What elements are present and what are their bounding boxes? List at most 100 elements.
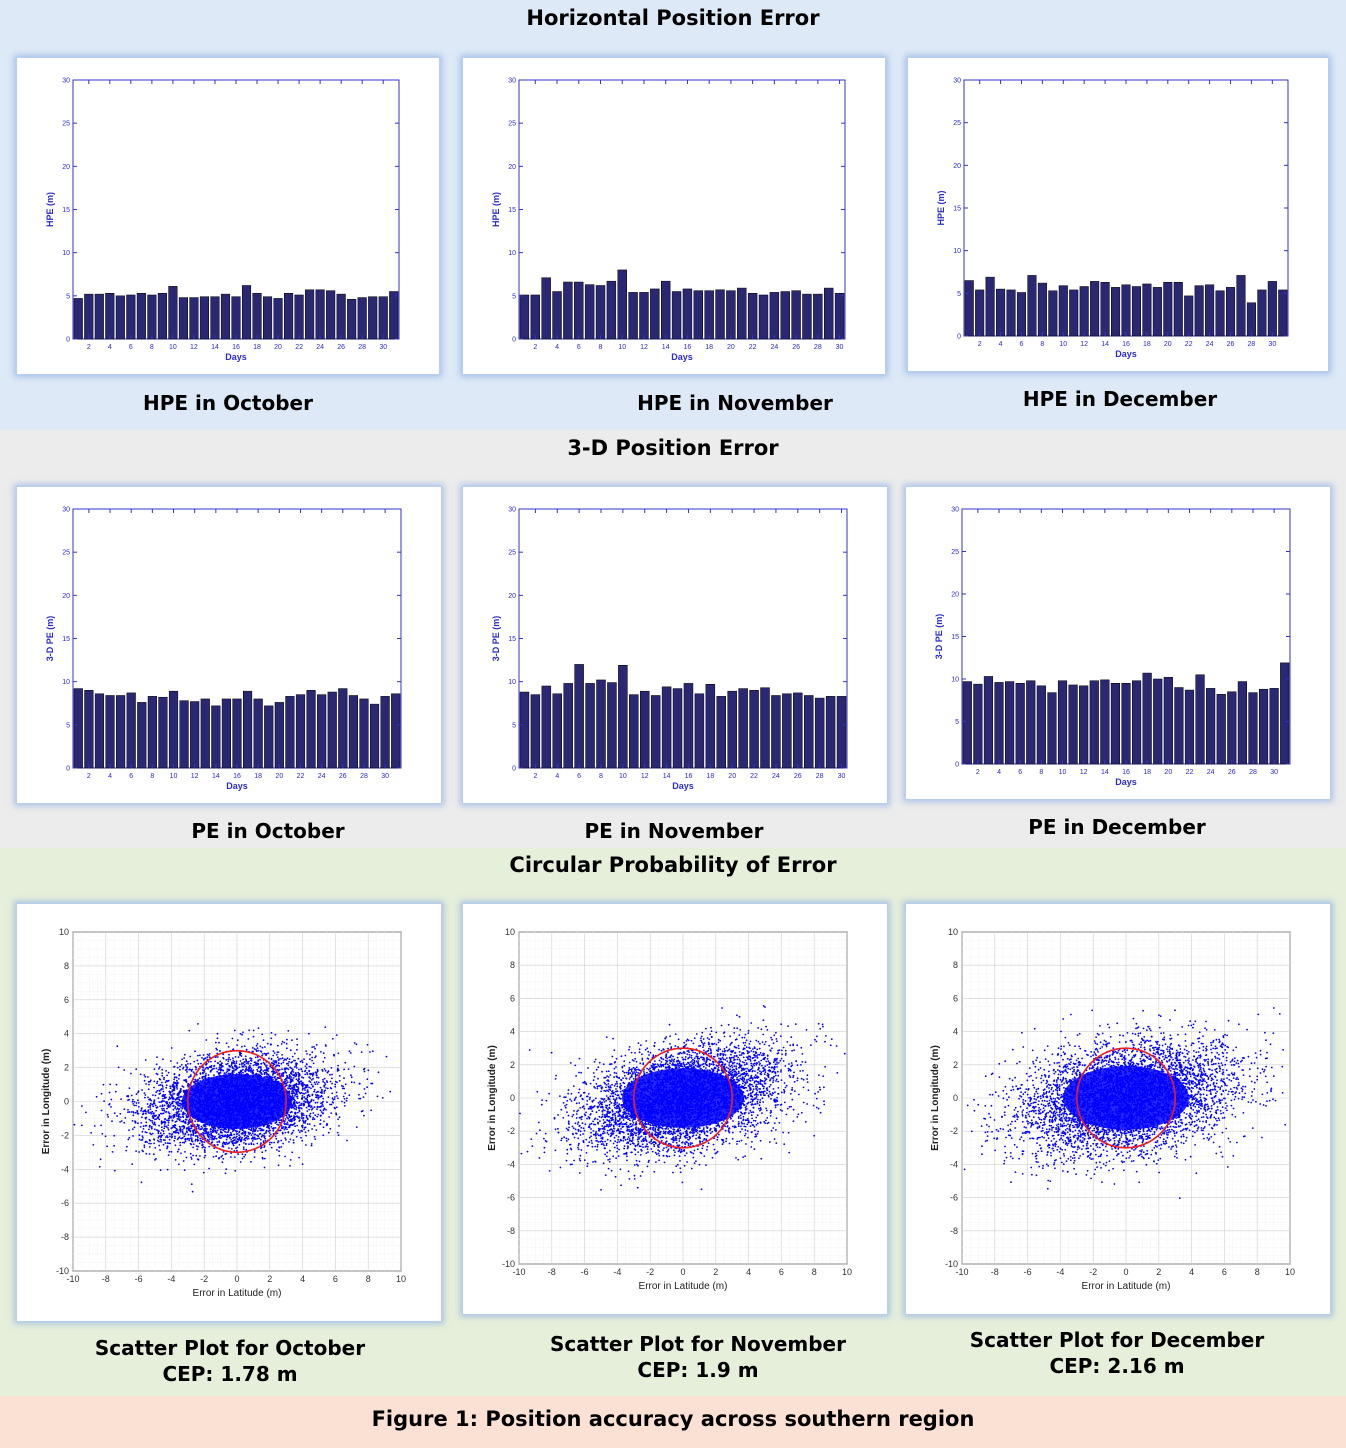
x-tick-label: 8 [150,344,154,351]
x-tick-label: 2 [533,344,537,351]
scatter-chart-svg: -10 -8 -6 -4 -2 0 2 4 6 8 10 -10 -8 -6 -4 -2 0 2 4 6 8 10 Erro… [487,927,852,1292]
plot-frame [518,79,846,340]
x-tick-label: 2 [1156,1267,1161,1277]
x-tick-label: 24 [316,344,324,351]
bar-day-27 [347,299,357,340]
bar-day-22 [1184,295,1194,337]
y-tick-label: -4 [950,1159,958,1169]
bar-day-6 [1015,683,1025,765]
x-tick-label: 2 [533,773,537,780]
y-tick-label: -6 [61,1198,69,1208]
y-tick-label: 30 [62,78,70,85]
bar-day-27 [802,293,812,340]
cep-october-value: CEP: 1.78 m [162,1362,298,1386]
x-tick-label: 4 [999,341,1003,348]
y-tick-label: 30 [953,78,961,85]
bar-day-1 [519,691,530,769]
x-tick-label: 12 [191,773,199,780]
bar-day-6 [574,664,584,769]
cep-december-value: CEP: 2.16 m [1049,1354,1185,1378]
bar-day-28 [1248,692,1258,765]
bar-day-4 [994,682,1004,765]
y-tick-label: 2 [64,1063,69,1073]
bar-day-12 [1079,286,1089,337]
x-axis-label: Days [672,781,694,791]
x-tick-label: 12 [190,344,198,351]
caption-scatter-november: Scatter Plot for November CEP: 1.9 m [462,1331,934,1383]
y-tick-label: 4 [64,1029,69,1039]
bar-day-21 [1173,281,1183,337]
x-tick-label: 0 [680,1267,685,1277]
y-tick-label: 0 [957,334,961,341]
bar-day-15 [220,293,231,340]
y-tick-label: 4 [510,1027,515,1037]
bar-day-3 [983,676,994,765]
caption-hpe-november: HPE in November [637,391,833,415]
x-tick-label: 30 [836,344,844,351]
y-tick-label: 25 [953,120,961,127]
bar-day-20 [727,690,737,769]
x-tick-label: 6 [333,1274,338,1284]
x-tick-label: -6 [581,1267,589,1277]
x-tick-label: 26 [337,344,345,351]
bar-day-10 [618,665,628,769]
x-tick-label: 22 [1186,769,1194,776]
y-tick-label: 2 [953,1060,958,1070]
x-tick-label: 2 [713,1267,718,1277]
y-tick-label: 15 [953,206,961,213]
bar-day-21 [285,696,295,769]
bar-day-11 [629,694,639,769]
x-tick-label: -8 [991,1267,999,1277]
bar-day-20 [274,702,284,769]
bar-day-7 [1026,680,1036,765]
bar-day-5 [563,683,573,769]
bar-day-26 [1227,691,1237,765]
x-tick-label: 10 [1059,769,1067,776]
x-tick-label: 14 [211,344,219,351]
bar-day-17 [242,690,253,769]
x-tick-label: 30 [381,773,389,780]
x-tick-label: 8 [599,344,603,351]
bar-day-6 [126,294,136,340]
x-tick-label: 8 [1255,1267,1260,1277]
bar-day-5 [115,295,125,340]
x-tick-label: 10 [619,773,627,780]
bar-day-3 [541,685,552,769]
x-tick-label: 18 [1143,341,1151,348]
y-tick-label: 15 [508,636,516,643]
y-tick-label: 25 [951,549,959,556]
bar-day-11 [178,297,188,340]
x-tick-label: 28 [816,773,824,780]
bar-day-30 [836,696,847,769]
bar-day-14 [1100,679,1110,765]
bar-day-11 [179,700,189,769]
bar-day-1 [73,688,83,769]
bar-day-11 [628,292,638,340]
y-tick-label: -6 [950,1193,958,1203]
bar-day-23 [1194,285,1204,337]
scatter-dense-core [1063,1066,1189,1130]
x-tick-label: 28 [360,773,368,780]
x-axis-label: Days [225,352,247,362]
bar-day-16 [1121,284,1131,337]
bar-day-10 [617,269,627,340]
x-tick-label: -10 [955,1267,968,1277]
bar-day-24 [1206,688,1216,765]
bar-day-5 [563,281,573,340]
bar-day-28 [814,697,825,769]
x-tick-label: 10 [396,1274,406,1284]
x-tick-label: 10 [618,344,626,351]
cep-circle [1076,1047,1177,1149]
bar-day-7 [584,284,595,340]
bar-day-18 [704,290,714,340]
y-tick-label: 25 [62,550,70,557]
bar-day-8 [147,294,157,340]
bar-day-2 [530,694,541,769]
x-tick-label: 24 [1206,341,1214,348]
y-tick-label: 10 [953,248,961,255]
y-tick-label: -8 [950,1226,958,1236]
x-tick-label: 4 [1189,1267,1194,1277]
x-tick-label: 2 [87,344,91,351]
hpe-section-title: Horizontal Position Error [526,6,820,30]
